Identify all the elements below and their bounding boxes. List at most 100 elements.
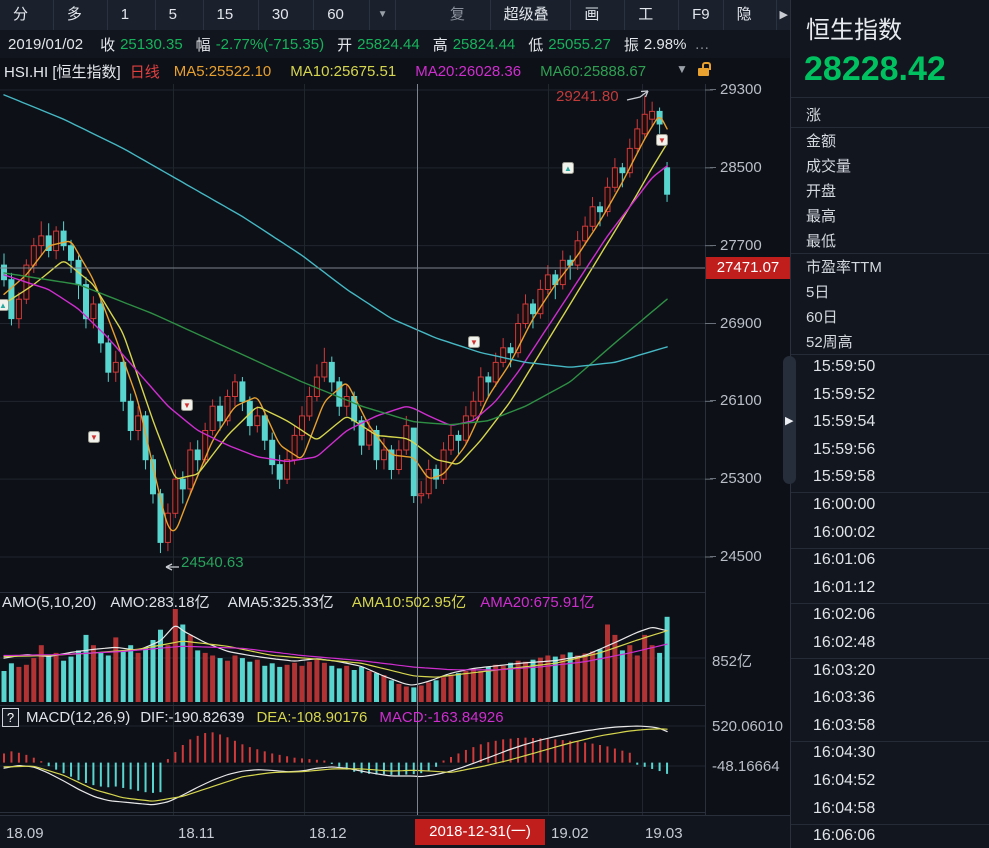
tick-time: 16:04:52 [813,772,876,789]
price-tick: 26100 [710,392,762,409]
svg-text:▼: ▼ [658,136,666,145]
amplitude-value: 2.98% [643,35,687,53]
tick-time: 16:03:20 [813,662,876,679]
ama10-value: AMA10:502.95亿 [351,594,467,611]
close-label: 收 [100,36,116,54]
time-axis: 18.09 18.11 18.12 19.02 19.03 2018-12-31… [0,815,790,848]
low-annotation: 24540.63 [181,554,244,571]
tick-time: 16:06:06 [813,827,876,844]
ama5-value: AMA5:325.33亿 [227,594,334,611]
toolbar-expand-icon[interactable]: ▶ [779,9,788,21]
period-label[interactable]: 日线 [129,63,160,81]
divider [791,658,989,659]
index-name: 恒生指数 [806,17,902,44]
row-change: 涨 [806,107,822,124]
row-52week-high: 52周高 [806,334,853,351]
event-marker-icon: ▼ [181,399,193,411]
row-high: 最高 [806,208,837,225]
price-tick: 24500 [710,548,762,565]
macd-axis-label-high: 520.06010 [712,718,783,735]
divider [791,354,989,355]
dea-value: DEA:-108.90176 [256,709,368,726]
svg-text:▼: ▼ [470,338,478,347]
more-fields-ellipsis: … [694,35,710,53]
row-5day: 5日 [806,284,830,301]
tick-time: 16:04:58 [813,800,876,817]
row-volume: 成交量 [806,158,852,175]
event-marker-icon: ▼ [88,431,100,443]
close-value: 25130.35 [120,35,183,53]
price-tick: 27700 [710,237,762,254]
divider [791,603,989,604]
ma5-legend: MA5:25522.10 [173,62,272,80]
divider [791,127,989,128]
unlock-icon[interactable] [698,62,711,76]
high-annotation: 29241.80 [556,88,619,105]
tick-time: 16:03:58 [813,717,876,734]
x-tick: 18.11 [178,825,215,842]
open-label: 开 [337,36,353,54]
ama20-value: AMA20:675.91亿 [480,594,595,611]
tick-time: 16:04:30 [813,744,876,761]
x-tick: 18.09 [6,825,44,842]
panel-collapse-handle[interactable]: ▶ [783,356,796,484]
open-value: 25824.44 [357,35,420,53]
event-marker-icon: ▲ [562,162,574,174]
tick-time: 15:59:50 [813,358,876,375]
row-open: 开盘 [806,183,837,200]
tick-time: 16:00:00 [813,496,876,513]
ma10-legend: MA10:25675.51 [290,62,397,80]
last-price: 28228.42 [804,50,946,88]
tick-time: 15:59:58 [813,468,876,485]
price-tick: 25300 [710,470,762,487]
tick-time: 16:01:06 [813,551,876,568]
amo-pane-header: AMO(5,10,20) AMO:283.18亿 AMA5:325.33亿 AM… [2,591,595,612]
chart-header: HSI.HI [恒生指数] 日线 MA5:25522.10 MA10:25675… [0,59,790,83]
chart-collapse-icon[interactable]: ▼ [676,62,688,76]
divider [791,97,989,98]
amo-title: AMO(5,10,20) [2,594,97,611]
divider [791,253,989,254]
price-tick: 28500 [710,159,762,176]
collapse-right-icon: ▶ [785,415,794,427]
svg-text:▼: ▼ [183,401,191,410]
row-60day: 60日 [806,309,838,326]
help-icon[interactable]: ? [2,708,19,727]
divider [791,548,989,549]
f9-button[interactable]: F9 [679,0,724,30]
divider [791,492,989,493]
low-value: 25055.27 [548,35,611,53]
tick-time: 16:00:02 [813,524,876,541]
divider [791,824,989,825]
row-amount: 金额 [806,133,837,150]
chart-canvas[interactable]: ▲ ▼ ▼ ▼ ▲ ▼ [0,0,790,848]
row-pe-ttm: 市盈率TTM [806,259,882,276]
event-marker-icon: ▲ [0,299,9,311]
change-value: -2.77%(-715.35) [215,35,325,53]
divider [791,741,989,742]
macd-title: MACD(12,26,9) [26,709,131,726]
crosshair-date-badge: 2018-12-31(一) [415,819,545,845]
x-tick: 19.02 [551,825,589,842]
tick-time: 16:02:48 [813,634,876,651]
dif-value: DIF:-190.82639 [140,709,245,726]
change-label: 幅 [195,36,211,54]
period-dropdown-icon[interactable]: ▼ [370,0,397,30]
toolbar: 分时 多日 1分 5分 15分 30分 60分 ▼ 复权 超级叠加 画线 工具 … [0,0,790,52]
symbol-name: HSI.HI [恒生指数] [4,63,121,81]
tick-time: 15:59:54 [813,413,876,430]
macd-axis-label-low: -48.16664 [712,758,780,775]
tick-time: 16:01:12 [813,579,876,596]
tick-time: 15:59:56 [813,441,876,458]
high-value: 25824.44 [452,35,516,53]
event-marker-icon: ▼ [468,336,480,348]
macd-value: MACD:-163.84926 [379,709,504,726]
tick-time: 15:59:52 [813,386,876,403]
tick-time: 16:03:36 [813,689,876,706]
svg-text:▲: ▲ [0,301,7,310]
high-label: 高 [432,36,448,54]
price-tick: 26900 [710,315,762,332]
low-label: 低 [528,36,544,54]
amo-value: AMO:283.18亿 [110,594,210,611]
